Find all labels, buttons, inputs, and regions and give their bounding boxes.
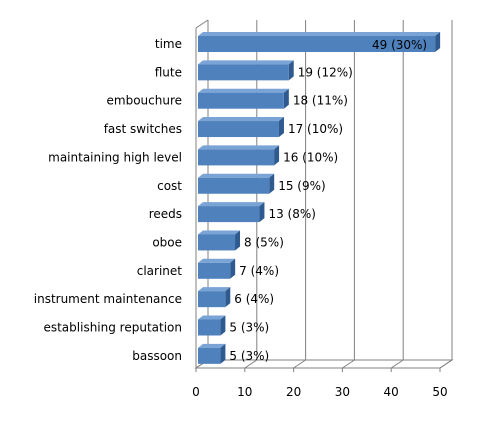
bar-front-face [198,64,289,81]
bar [198,88,289,109]
bar-front-face [198,262,231,279]
bar-top-face [198,173,275,178]
bar [198,32,441,52]
bar-side-face [283,88,289,109]
category-label: time [155,37,182,51]
x-tick-label: 10 [237,385,252,399]
category-label: oboe [152,235,182,249]
bar-side-face [220,343,226,364]
bar-top-face [198,88,289,93]
category-label: flute [155,65,182,79]
category-label: instrument maintenance [34,292,182,306]
bar-front-face [198,234,236,251]
category-label: embouchure [107,94,183,108]
data-label: 5 (3%) [229,349,269,363]
bar [198,230,241,251]
category-label: maintaining high level [48,150,182,164]
bar [198,287,231,308]
bar [198,117,284,138]
bar-front-face [198,291,226,308]
bar-front-face [198,149,275,166]
data-label: 6 (4%) [234,292,274,306]
category-label: reeds [149,207,182,221]
bar-side-face [235,230,241,251]
x-tick-label: 40 [384,385,399,399]
bar-top-face [198,343,226,348]
x-tick-label: 30 [335,385,350,399]
data-label: 8 (5%) [244,235,284,249]
bar [198,60,294,81]
data-labels: 49 (30%) 19 (12%) 18 (11%) 17 (10%) 16 (10%)… [229,38,427,363]
bar [198,173,275,194]
category-label: clarinet [137,264,183,278]
bar-front-face [198,92,284,109]
bar-front-face [198,347,221,364]
bar-side-face [269,173,275,194]
floor-tick-50 [439,359,453,369]
bar-top-face [198,258,236,263]
data-label: 19 (12%) [298,65,353,79]
category-label: cost [157,179,182,193]
bar [198,315,226,336]
bar-side-face [274,145,280,166]
bars [198,32,441,364]
bar-top-face [198,315,226,320]
bar-side-face [288,60,294,81]
bar-side-face [225,287,231,308]
bar-top-face [198,230,241,235]
x-tick-label: 0 [192,385,200,399]
bar [198,258,236,279]
data-label: 49 (30%) [372,38,427,52]
bar-top-face [198,145,280,150]
bar [198,343,226,364]
left-wall-top [195,19,209,29]
category-labels: time flute embouchure fast switches maintain… [34,37,183,363]
category-label: fast switches [104,122,182,136]
bar-side-face [435,32,441,52]
data-label: 16 (10%) [283,150,338,164]
category-label: establishing reputation [43,321,182,335]
bar-front-face [198,177,270,194]
bar-top-face [198,202,265,207]
data-label: 18 (11%) [293,94,348,108]
x-tick-label: 20 [286,385,301,399]
data-label: 7 (4%) [239,264,279,278]
bar-front-face [198,36,436,52]
bar-top-face [198,60,294,65]
data-label: 17 (10%) [288,122,343,136]
data-label: 5 (3%) [229,321,269,335]
bar-top-face [198,117,284,122]
bar-front-face [198,121,279,138]
bar-front-face [198,206,260,223]
category-label: bassoon [132,349,182,363]
x-axis-ticks: 0 10 20 30 40 50 [192,385,447,399]
floor-tick-20 [293,359,306,369]
data-label: 15 (9%) [278,179,325,193]
data-label: 13 (8%) [268,207,315,221]
x-tick-label: 50 [432,385,447,399]
bar-side-face [278,117,284,138]
bar-side-face [220,315,226,336]
floor-tick-40 [390,359,404,369]
bar [198,202,265,223]
bar-top-face [198,287,231,292]
floor-tick-10 [244,359,258,369]
floor-tick-30 [342,359,355,369]
bar [198,145,280,166]
bar-top-face [198,32,441,36]
bar-side-face [259,202,265,223]
bar-front-face [198,319,221,336]
bar-side-face [230,258,236,279]
